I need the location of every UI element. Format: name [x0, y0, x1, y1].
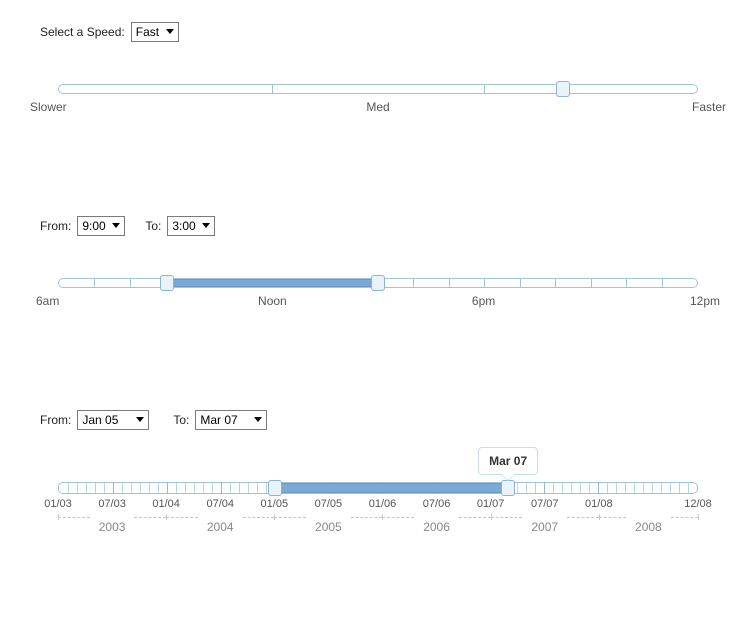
date-to-select[interactable]: Mar 07	[195, 410, 267, 430]
time-to-select[interactable]: 3:00	[167, 216, 215, 236]
speed-label-slower: Slower	[30, 100, 67, 114]
date-slider-handle-from[interactable]	[268, 480, 282, 496]
date-axis-month-label: 07/06	[423, 498, 451, 510]
date-slider-track[interactable]: Mar 07	[58, 482, 698, 494]
date-axis-year-label: 2006	[423, 520, 450, 534]
date-axis-month-label: 01/08	[585, 498, 613, 510]
time-slider-handle-from[interactable]	[160, 275, 174, 291]
speed-label: Select a Speed:	[40, 25, 125, 39]
date-axis-month-label: 12/08	[684, 498, 712, 510]
speed-slider-track[interactable]	[58, 84, 698, 94]
speed-select[interactable]: Fast	[131, 22, 179, 42]
date-axis-year-label: 2005	[315, 520, 342, 534]
date-axis-month-label: 07/05	[315, 498, 343, 510]
time-axis-label: 6pm	[472, 294, 495, 308]
date-axis-month-label: 07/07	[531, 498, 559, 510]
time-slider-track[interactable]	[58, 278, 698, 288]
time-to-label: To:	[145, 219, 161, 233]
date-axis-year-label: 2007	[531, 520, 558, 534]
date-axis-month-label: 01/03	[44, 498, 72, 510]
date-axis-month-label: 01/04	[152, 498, 180, 510]
time-from-select[interactable]: 9:00	[77, 216, 125, 236]
speed-label-med: Med	[366, 100, 389, 114]
date-from-label: From:	[40, 413, 71, 427]
date-axis-year-label: 2003	[99, 520, 126, 534]
date-axis-month-label: 01/06	[369, 498, 397, 510]
date-axis-month-label: 07/03	[98, 498, 126, 510]
speed-slider-handle[interactable]	[556, 81, 570, 97]
date-axis-year-label: 2004	[207, 520, 234, 534]
date-axis-year-label: 2008	[635, 520, 662, 534]
speed-label-faster: Faster	[692, 100, 726, 114]
time-slider-handle-to[interactable]	[371, 275, 385, 291]
time-axis-label: Noon	[258, 294, 287, 308]
date-slider-tooltip: Mar 07	[478, 447, 538, 475]
date-from-select[interactable]: Jan 05	[77, 410, 149, 430]
time-axis-label: 12pm	[690, 294, 720, 308]
date-to-label: To:	[173, 413, 189, 427]
date-axis-month-label: 07/04	[206, 498, 234, 510]
date-slider-handle-to[interactable]	[501, 480, 515, 496]
date-axis-month-label: 01/07	[477, 498, 505, 510]
time-from-label: From:	[40, 219, 71, 233]
time-axis-label: 6am	[36, 294, 59, 308]
date-axis-month-label: 01/05	[261, 498, 289, 510]
